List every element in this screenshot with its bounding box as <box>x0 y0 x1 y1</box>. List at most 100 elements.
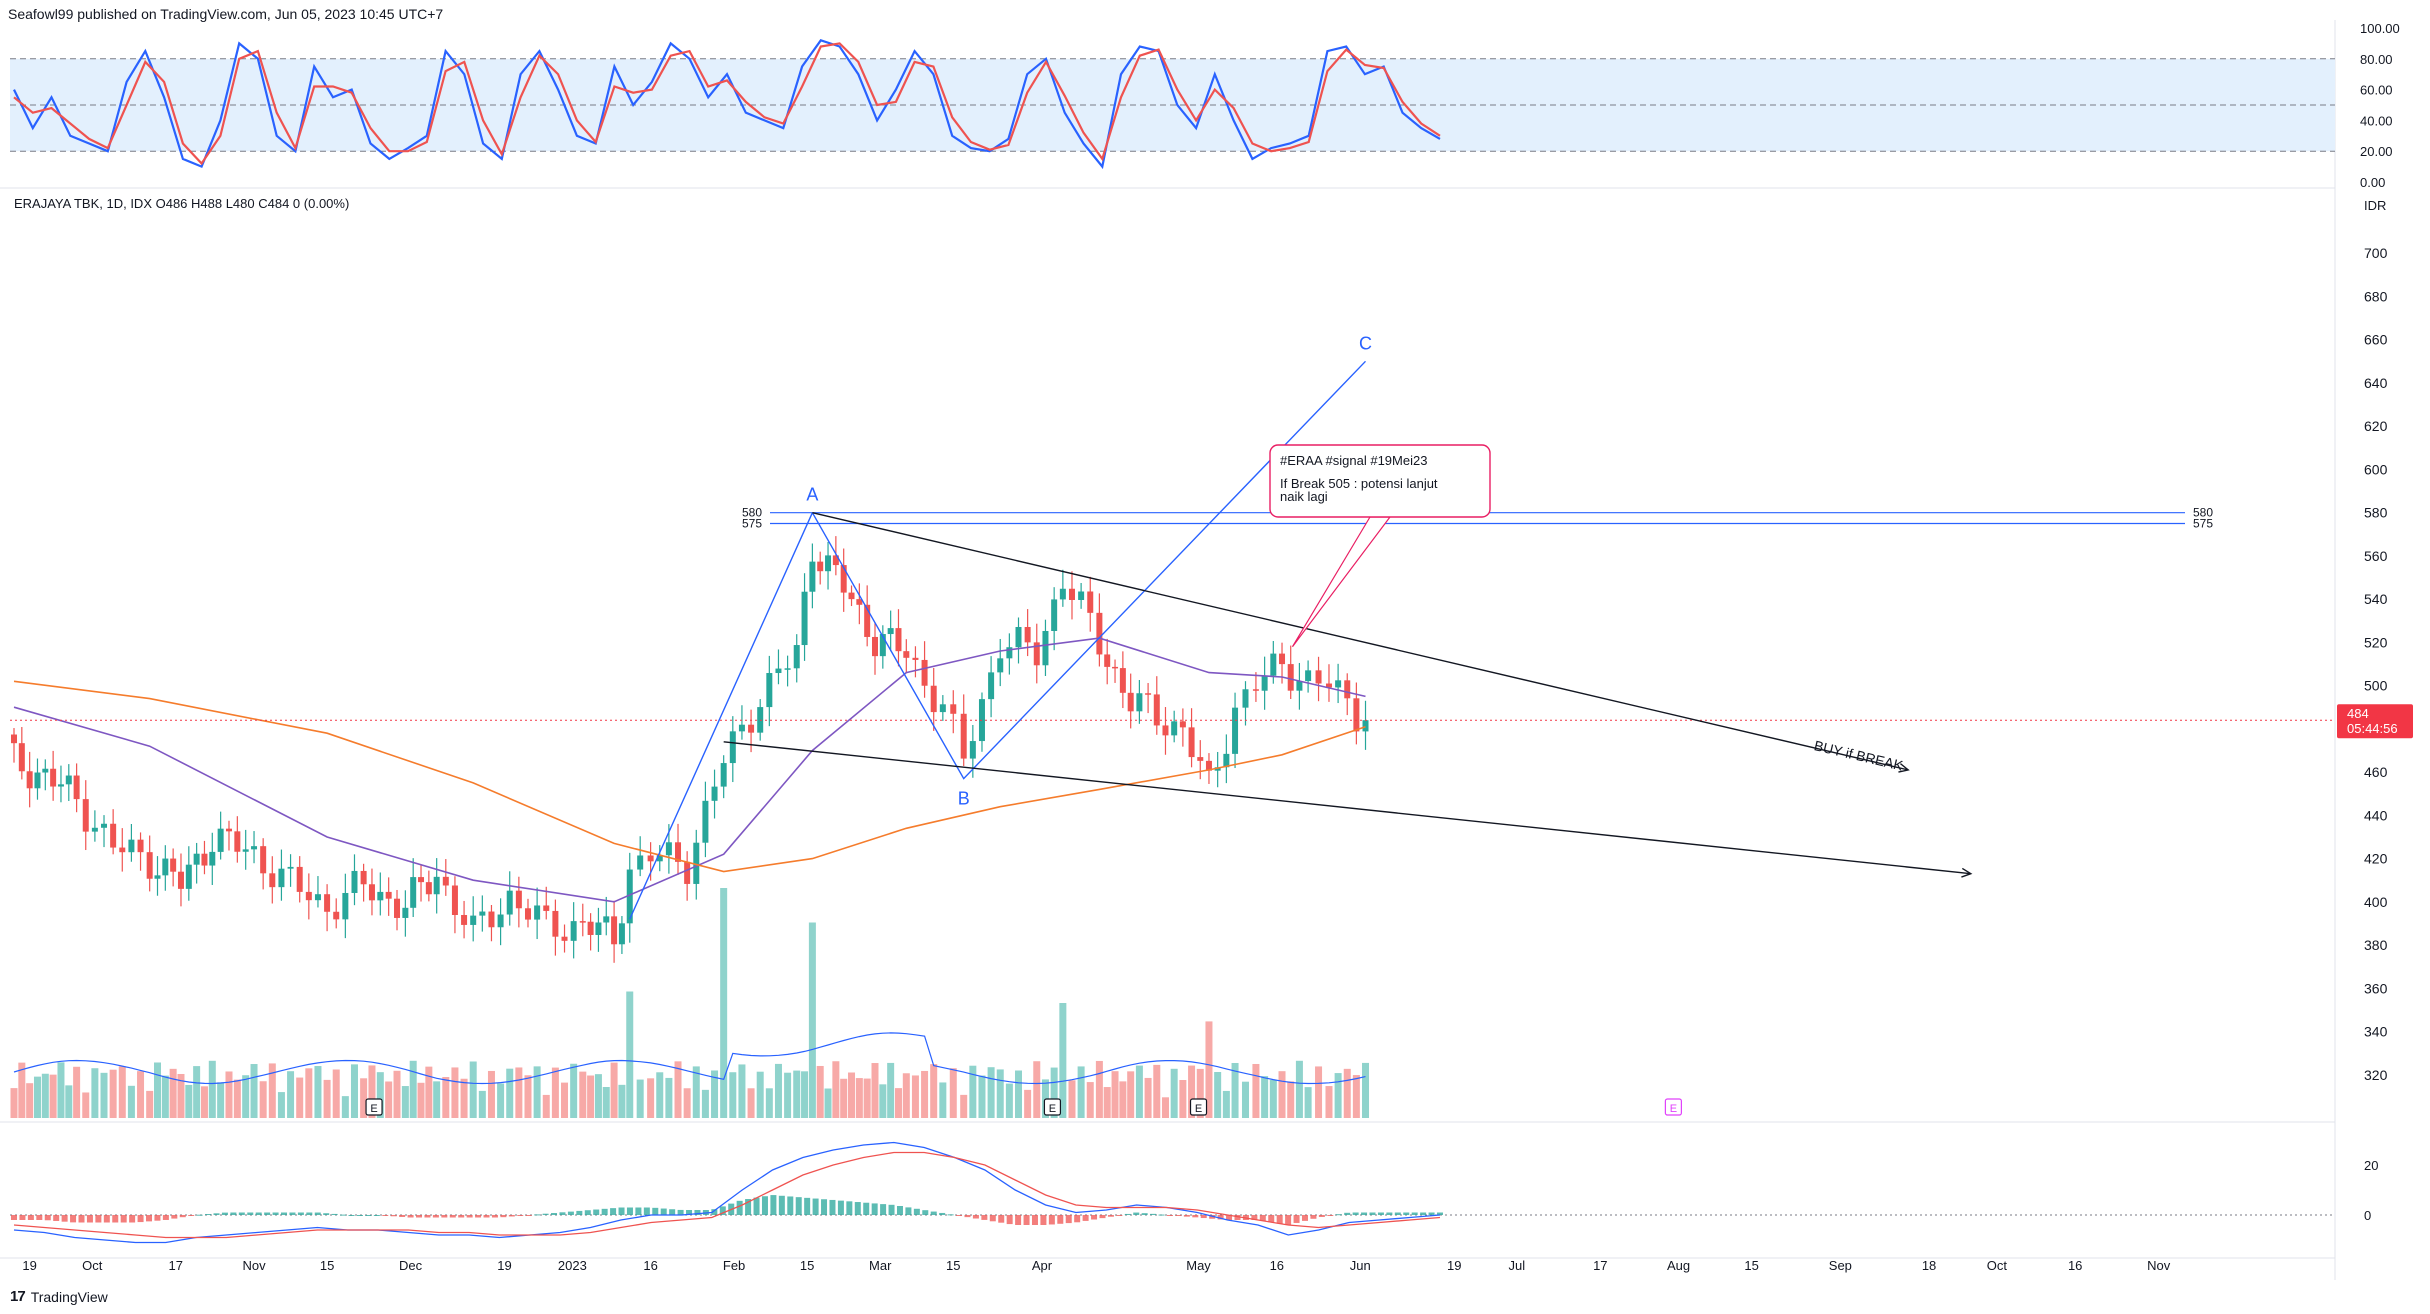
candle-body <box>1006 647 1013 659</box>
candle-body <box>225 828 232 832</box>
macd-histogram-bar <box>1428 1212 1435 1215</box>
macd-histogram-bar <box>213 1213 220 1215</box>
volume-bar <box>570 1063 578 1118</box>
volume-bar <box>1015 1070 1022 1118</box>
macd-histogram-bar <box>694 1210 701 1215</box>
macd-histogram-bar <box>475 1215 482 1218</box>
macd-histogram-bar <box>837 1200 844 1215</box>
macd-histogram-bar <box>1394 1212 1401 1215</box>
macd-histogram-bar <box>1327 1215 1334 1216</box>
macd-histogram-bar <box>584 1210 591 1215</box>
volume-bar <box>287 1071 295 1118</box>
macd-histogram-bar <box>1285 1215 1292 1225</box>
macd-histogram-bar <box>956 1215 963 1216</box>
macd-histogram-bar <box>947 1214 954 1216</box>
volume-bar <box>268 1063 276 1118</box>
macd-histogram-bar <box>1403 1212 1410 1215</box>
candle-body <box>26 771 33 789</box>
macd-histogram-bar <box>95 1215 102 1223</box>
candle-body <box>988 672 995 700</box>
macd-histogram-bar <box>981 1215 988 1220</box>
volume-bar <box>1068 1080 1076 1118</box>
macd-histogram-bar <box>669 1209 676 1215</box>
macd-histogram-bar <box>753 1197 760 1215</box>
macd-tick-label: 0 <box>2364 1208 2371 1223</box>
candle-body <box>675 842 682 862</box>
last-price-value: 484 <box>2347 706 2369 721</box>
candle-body <box>1279 653 1286 665</box>
volume-bar <box>49 1074 57 1118</box>
candle-body <box>618 923 625 945</box>
volume-bar <box>10 1088 18 1118</box>
macd-histogram-bar <box>441 1215 448 1218</box>
macd-histogram-bar <box>863 1202 870 1215</box>
macd-histogram-bar <box>660 1208 667 1215</box>
x-tick-label: 18 <box>1922 1258 1936 1273</box>
macd-histogram-bar <box>297 1212 304 1215</box>
candle-body <box>720 763 727 787</box>
price-tick-label: 560 <box>2364 548 2388 564</box>
candle-body <box>128 839 135 853</box>
volume-bar <box>332 1069 340 1118</box>
volume-bar <box>1362 1062 1370 1118</box>
volume-bar <box>626 991 634 1118</box>
macd-histogram-bar <box>70 1215 77 1223</box>
candle-body <box>1232 707 1239 754</box>
candle-body <box>1171 721 1178 736</box>
volume-bar <box>902 1073 910 1118</box>
candle-body <box>269 873 276 888</box>
volume-bar <box>1241 1081 1249 1118</box>
candle-body <box>497 914 504 928</box>
candle-body <box>848 592 855 600</box>
earnings-marker-label: E <box>1049 1103 1056 1115</box>
candle-body <box>1344 680 1351 699</box>
candle-body <box>825 555 832 572</box>
macd-histogram-bar <box>1107 1215 1114 1217</box>
candle-body <box>402 907 409 918</box>
candle-body <box>903 651 910 658</box>
macd-histogram-bar <box>1031 1215 1038 1225</box>
macd-histogram-bar <box>1251 1215 1258 1220</box>
candle-body <box>637 855 644 870</box>
price-tick-label: 520 <box>2364 634 2388 650</box>
channel-lower-line-arrowhead <box>1961 867 1973 878</box>
macd-histogram-bar <box>508 1215 515 1217</box>
candle-body <box>461 914 468 925</box>
volume-bar <box>1287 1081 1295 1118</box>
macd-histogram-bar <box>1091 1215 1098 1220</box>
macd-histogram-bar <box>1335 1214 1342 1216</box>
candle-body <box>1296 681 1303 691</box>
x-tick-label: 17 <box>169 1258 183 1273</box>
macd-histogram-bar <box>930 1211 937 1215</box>
volume-bar <box>871 1063 879 1118</box>
brand[interactable]: 17 TradingView <box>10 1288 108 1305</box>
price-tick-label: 340 <box>2364 1024 2388 1040</box>
volume-bar <box>1119 1081 1127 1118</box>
candle-body <box>524 908 531 920</box>
x-tick-label: Dec <box>399 1258 423 1273</box>
abc-label-c: C <box>1359 333 1372 353</box>
candle-body <box>595 922 602 935</box>
x-tick-label: Apr <box>1032 1258 1053 1273</box>
symbol-legend[interactable]: ERAJAYA TBK, 1D, IDX O486 H488 L480 C484… <box>14 196 350 211</box>
volume-bar <box>987 1067 995 1118</box>
macd-histogram-bar <box>1015 1215 1022 1225</box>
candle-body <box>1162 725 1169 736</box>
candle-body <box>603 916 610 923</box>
volume-bar <box>451 1067 459 1118</box>
candle-body <box>1214 767 1221 771</box>
candle-body <box>377 891 384 901</box>
candle-body <box>1068 588 1075 600</box>
macd-histogram-bar <box>610 1208 617 1215</box>
x-tick-label: 15 <box>320 1258 334 1273</box>
macd-histogram-bar <box>1259 1215 1266 1221</box>
earnings-marker <box>1664 1098 1682 1116</box>
macd-histogram-bar <box>652 1207 659 1215</box>
candle-body <box>684 861 691 884</box>
volume-bar <box>1252 1063 1260 1118</box>
macd-histogram-bar <box>1420 1212 1427 1215</box>
volume-bar <box>636 1079 644 1118</box>
volume-bar <box>978 1075 986 1118</box>
macd-histogram-bar <box>44 1215 51 1221</box>
